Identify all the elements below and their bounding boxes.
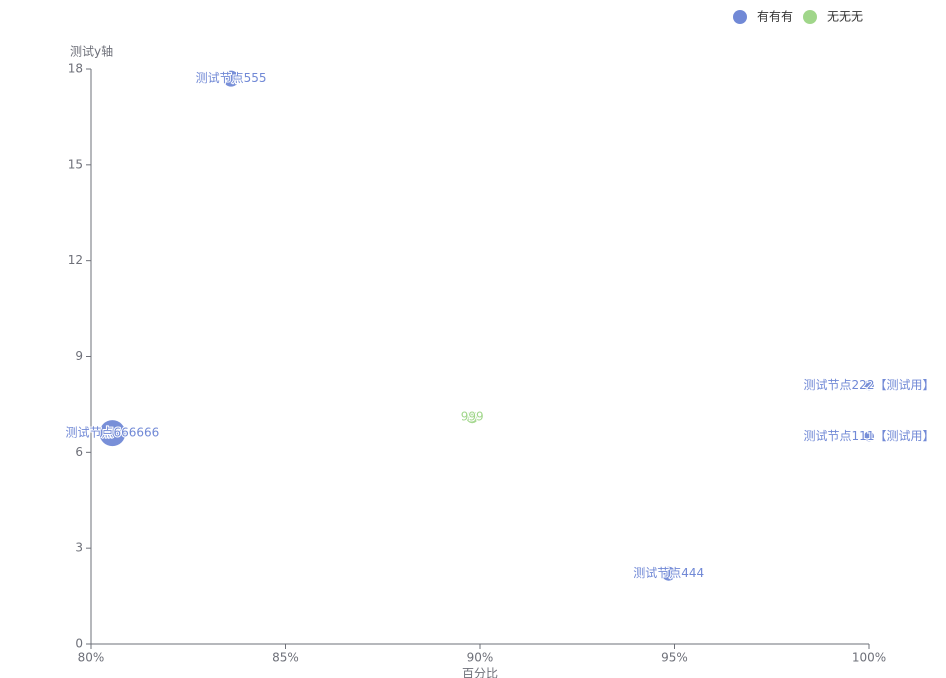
point-label: 999: [461, 410, 484, 424]
x-tick-label: 90%: [467, 651, 494, 665]
y-tick-label: 6: [75, 445, 83, 459]
point-label: 测试节点666666: [65, 425, 159, 440]
bubble: [864, 380, 874, 391]
legend-label: 有有有: [757, 10, 793, 24]
x-tick-label: 100%: [852, 651, 886, 665]
y-axis-title: 测试y轴: [70, 44, 113, 59]
bubble: [223, 70, 240, 87]
bubble: [99, 420, 126, 447]
legend-label: 无无无: [827, 10, 863, 24]
x-tick-label: 95%: [661, 651, 688, 665]
x-tick-label: 80%: [78, 651, 105, 665]
point-label: 测试节点444: [633, 565, 704, 580]
x-axis-title: 百分比: [462, 667, 498, 678]
y-tick-label: 12: [68, 253, 83, 267]
y-tick-label: 15: [68, 157, 83, 171]
point-label: 测试节点555: [196, 70, 267, 85]
bubble: [661, 566, 676, 581]
legend-marker: [733, 10, 747, 24]
bubble: [466, 411, 479, 424]
point-label: 测试节点222【测试用】: [804, 377, 935, 392]
y-tick-label: 9: [75, 349, 83, 363]
bubble: [864, 431, 874, 442]
point-label: 测试节点111【测试用】: [804, 428, 935, 443]
legend-marker: [803, 10, 817, 24]
y-tick-label: 0: [75, 637, 83, 651]
y-tick-label: 18: [68, 62, 83, 76]
y-tick-label: 3: [75, 541, 83, 555]
x-tick-label: 85%: [272, 651, 299, 665]
